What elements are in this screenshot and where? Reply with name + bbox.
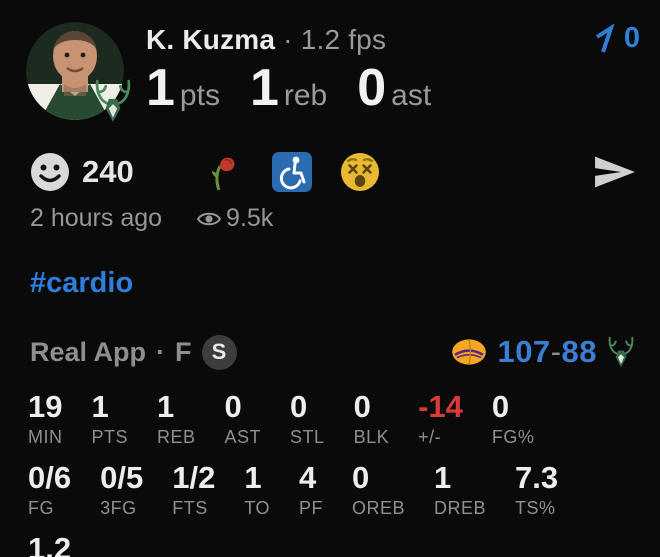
stat-min: 19 MIN: [28, 389, 63, 448]
stat-oreb: 0 OREB: [352, 460, 406, 519]
statline-reb-value: 1: [249, 59, 279, 117]
stat-stl: 0 STL: [290, 389, 325, 448]
game-score[interactable]: 107-88: [450, 334, 636, 370]
player-position: F: [175, 336, 192, 367]
stat-dreb: 1 DREB: [434, 460, 487, 519]
stat-to: 1 TO: [244, 460, 270, 519]
post-header: K. Kuzma · 1.2 fps 1 pts 1 reb 0 ast 0: [0, 0, 660, 122]
player-avatar[interactable]: [26, 22, 131, 122]
bucks-logo-icon: [95, 79, 131, 122]
stat-pf: 4 PF: [299, 460, 324, 519]
source-name: Real App: [30, 336, 147, 367]
corner-action[interactable]: 0: [594, 14, 640, 54]
box-score-row-2: 0/6 FG 0/5 3FG 1/2 FTS 1 TO 4 PF 0 OREB 1 DREB …: [28, 460, 660, 519]
hashtag-link[interactable]: #cardio: [30, 267, 134, 299]
home-score: 88: [561, 334, 597, 369]
stat-ast: 0 AST: [224, 389, 262, 448]
timestamp: 2 hours ago: [30, 204, 163, 232]
fps-text: 1.2 fps: [300, 24, 387, 55]
corner-count: 0: [623, 22, 640, 54]
header-text: K. Kuzma · 1.2 fps 1 pts 1 reb 0 ast: [146, 14, 461, 114]
reaction-count: 240: [82, 154, 134, 189]
source-separator: ·: [156, 336, 166, 367]
stat-reb: 1 REB: [157, 389, 196, 448]
eye-icon: [196, 212, 222, 225]
stat-blk: 0 BLK: [353, 389, 390, 448]
statline-reb-label: reb: [283, 79, 328, 112]
stat-pts: 1 PTS: [91, 389, 129, 448]
stat-plus-minus: -14 +/-: [418, 389, 463, 448]
stat-ts-pct: 7.3 TS%: [515, 460, 559, 519]
box-score-row-3: 1.2FPS: [28, 532, 660, 557]
player-photo: [26, 22, 124, 120]
away-score: 107: [497, 334, 551, 369]
smiley-icon: [31, 153, 69, 191]
player-name[interactable]: K. Kuzma: [146, 24, 276, 55]
headline-statline: 1 pts 1 reb 0 ast: [146, 62, 461, 114]
statline-ast-label: ast: [391, 79, 432, 112]
bucks-logo-icon: [608, 336, 634, 367]
post-meta: 2 hours ago 9.5k: [0, 204, 660, 233]
score-text: 107-88: [497, 334, 597, 370]
stat-fts: 1/2 FTS: [172, 460, 216, 519]
send-icon[interactable]: [592, 155, 638, 189]
statline-pts-label: pts: [179, 79, 220, 112]
status-badge: S: [201, 334, 237, 370]
statline-pts-value: 1: [146, 59, 175, 117]
game-summary-row: Real App · F S 107-88: [0, 334, 660, 370]
lakers-logo-icon: [452, 339, 487, 365]
stat-3fg: 0/5 3FG: [100, 460, 144, 519]
stat-fps: 1.2FPS: [28, 531, 72, 557]
wheelchair-icon[interactable]: [271, 152, 312, 192]
view-count: 9.5k: [226, 204, 274, 232]
statline-ast-value: 0: [357, 59, 387, 117]
corner-arrow-glyph-icon: [595, 24, 615, 53]
stat-fg-pct: 0 FG%: [491, 389, 535, 448]
game-source: Real App · F S: [30, 334, 237, 370]
stat-fg: 0/6 FG: [28, 460, 72, 519]
name-line: K. Kuzma · 1.2 fps: [146, 24, 461, 56]
reactions-bar: 240: [0, 152, 660, 192]
wilted-rose-icon[interactable]: [204, 152, 244, 192]
reaction-count-button[interactable]: 240: [30, 152, 134, 192]
dizzy-face-icon[interactable]: [340, 152, 380, 192]
score-dash: -: [550, 334, 562, 369]
name-separator: ·: [283, 24, 293, 55]
